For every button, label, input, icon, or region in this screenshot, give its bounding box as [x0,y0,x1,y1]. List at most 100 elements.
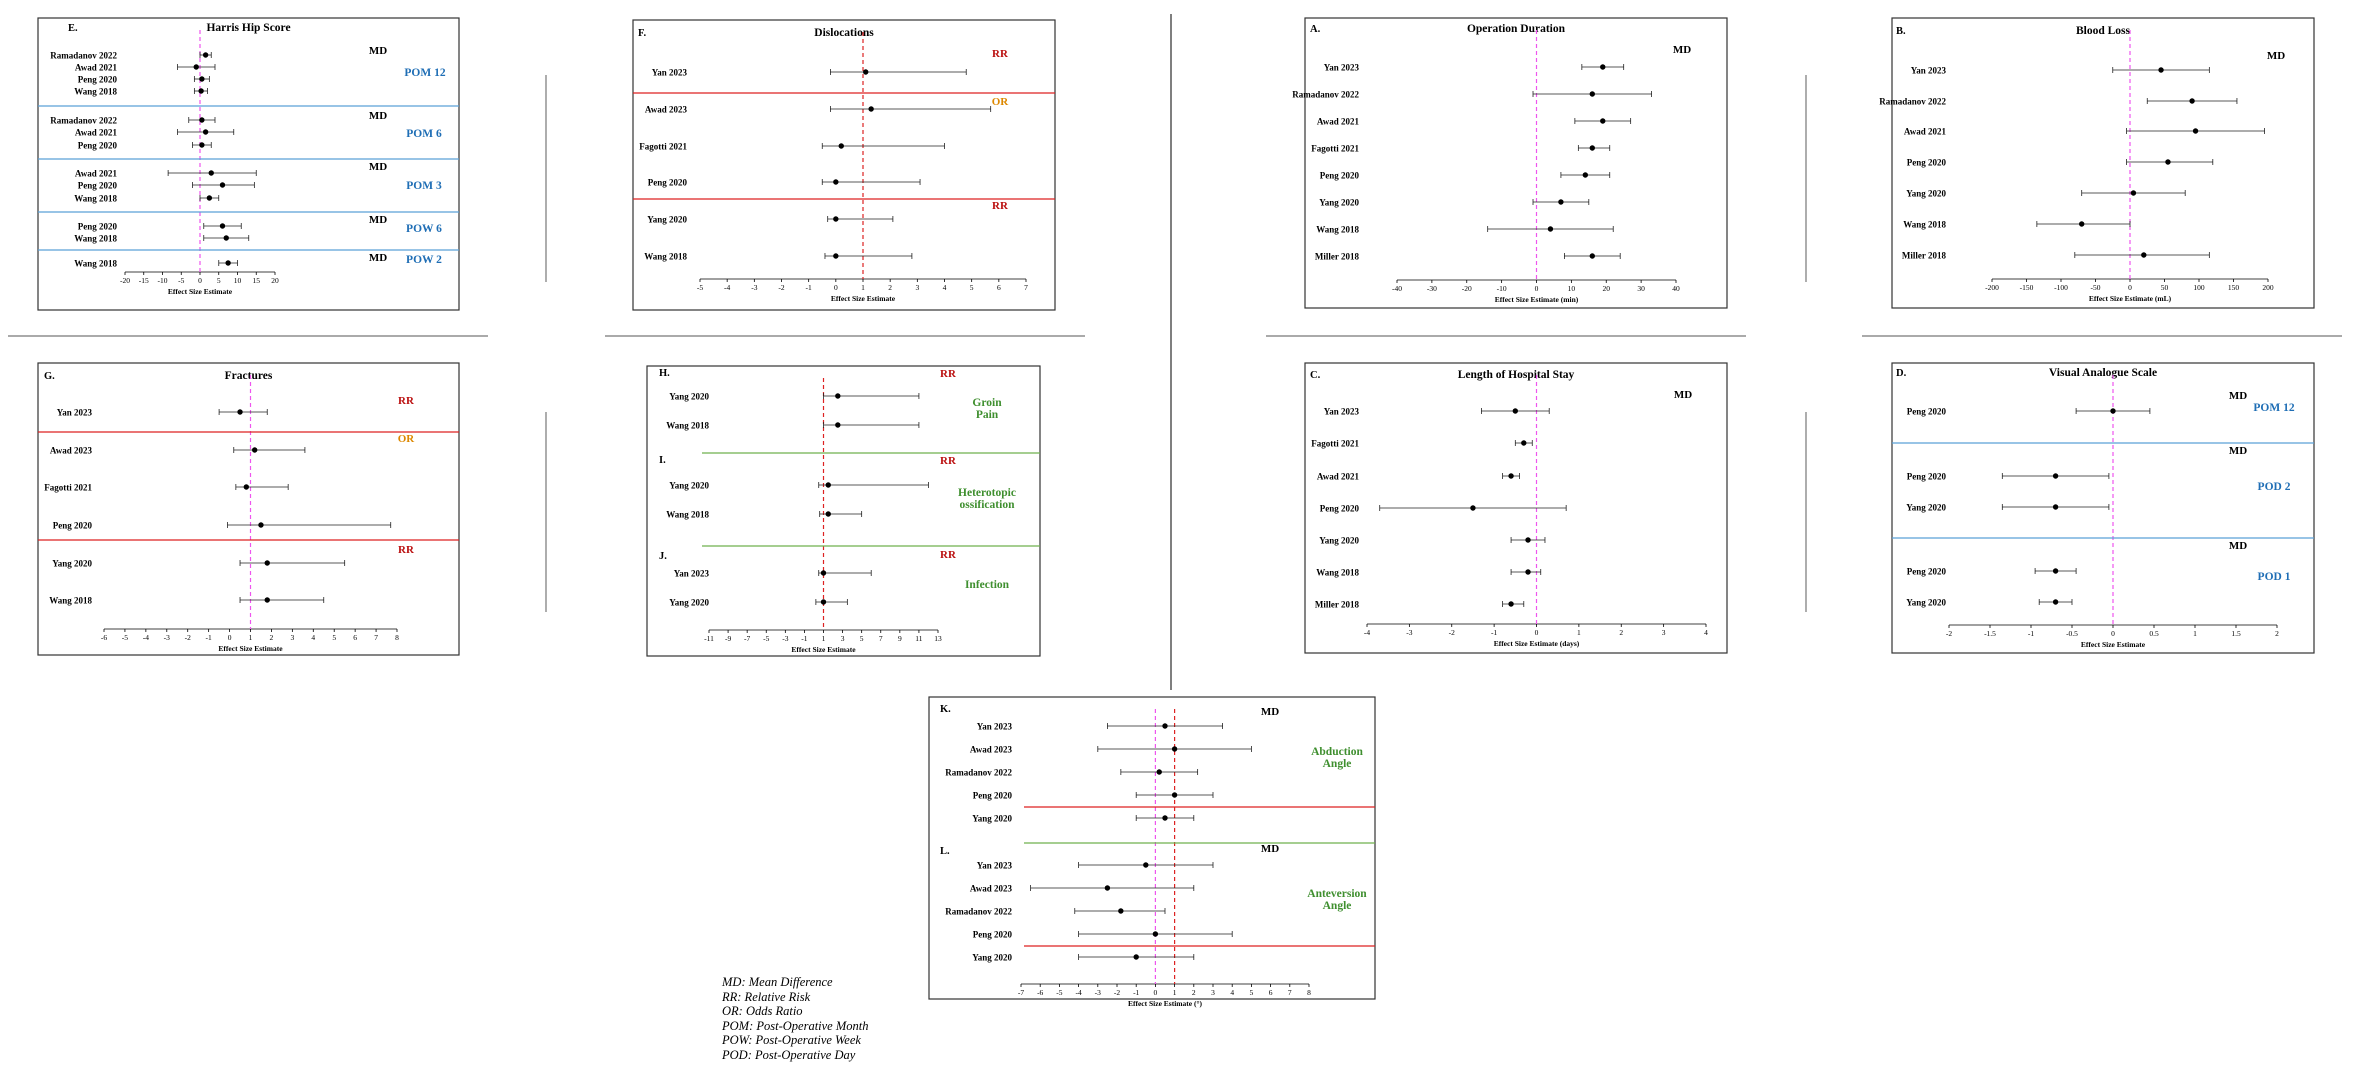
x-tick-label: -15 [139,276,149,285]
study-label: Yang 2020 [1319,536,1359,546]
study-label: Yan 2023 [1911,66,1947,76]
x-tick-label: 0 [1154,988,1158,997]
x-tick-label: -1 [1133,988,1139,997]
study-label: Yan 2023 [977,722,1013,732]
x-tick-label: -0.5 [2066,629,2078,638]
study-label: Yang 2020 [1906,598,1946,608]
measure-label: MD [2267,50,2285,62]
x-tick-label: 1 [822,634,826,643]
study-label: Miller 2018 [1315,600,1360,610]
x-tick-label: 3 [841,634,845,643]
x-tick-label: -3 [164,633,170,642]
x-tick-label: 3 [1662,628,1666,637]
chart-title: Length of Hospital Stay [1458,369,1575,381]
chart-title: Blood Loss [2076,25,2131,37]
x-tick-label: 10 [1568,284,1576,293]
x-tick-label: 6 [997,283,1001,292]
study-label: Awad 2021 [75,63,118,73]
measure-label: MD [2229,390,2247,402]
study-label: Wang 2018 [74,194,117,204]
x-tick-label: 5 [332,633,336,642]
x-tick-label: -1 [806,283,812,292]
point-estimate [1118,908,1124,914]
x-tick-label: 0.5 [2149,629,2159,638]
point-estimate [820,599,827,605]
x-tick-label: -20 [120,276,130,285]
measure-label: MD [1261,843,1279,855]
point-estimate [820,570,827,576]
point-estimate [2052,473,2059,479]
point-estimate [833,253,839,259]
x-tick-label: -11 [704,634,714,643]
study-label: Wang 2018 [1903,220,1946,230]
chart-title: Operation Duration [1467,23,1566,35]
point-estimate [868,106,874,112]
x-tick-label: -4 [724,283,730,292]
chart-title: Visual Analogue Scale [2049,367,2157,379]
panel-label: L. [940,846,950,857]
x-tick-label: 9 [898,634,902,643]
point-estimate [219,223,226,229]
x-tick-label: -4 [143,633,149,642]
study-label: Peng 2020 [78,75,118,85]
measure-label: RR [398,395,415,407]
point-estimate [1508,473,1514,479]
x-tick-label: -7 [1018,988,1024,997]
x-tick-label: 6 [353,633,357,642]
legend-line: RR: Relative Risk [722,989,811,1004]
chart-title: Fractures [225,370,273,382]
point-estimate [1589,91,1596,97]
study-label: Peng 2020 [78,222,118,232]
study-label: Fagotti 2021 [44,483,92,493]
x-axis-title: Effect Size Estimate [168,287,233,296]
point-estimate [1547,226,1554,232]
point-estimate [825,482,831,488]
study-label: Wang 2018 [74,234,117,244]
x-tick-label: -4 [1364,628,1370,637]
x-tick-label: -3 [751,283,757,292]
x-tick-label: 5 [1250,988,1254,997]
point-estimate [1508,601,1514,607]
measure-label: RR [992,48,1009,60]
study-label: Yang 2020 [972,953,1012,963]
x-tick-label: -2 [185,633,191,642]
study-label: Yang 2020 [972,814,1012,824]
point-estimate [1162,723,1168,729]
study-label: Wang 2018 [666,421,709,431]
measure-label: RR [992,200,1009,212]
point-estimate [1525,537,1531,543]
point-estimate [1133,954,1139,960]
point-estimate [1143,862,1149,868]
study-label: Fagotti 2021 [1311,144,1359,154]
point-estimate [202,52,209,58]
x-tick-label: 10 [234,276,242,285]
x-tick-label: -3 [782,634,788,643]
point-estimate [1104,885,1111,891]
x-tick-label: 1.5 [2231,629,2241,638]
group-label: POM 12 [2253,402,2294,414]
measure-label: MD [369,45,387,57]
point-estimate [1470,505,1476,511]
study-label: Awad 2023 [970,884,1013,894]
study-label: Yang 2020 [669,392,709,402]
point-estimate [1558,199,1564,205]
x-axis-title: Effect Size Estimate [791,645,856,654]
x-tick-label: -150 [2020,283,2034,292]
study-label: Peng 2020 [1907,567,1947,577]
x-tick-label: -1.5 [1984,629,1996,638]
panel-label: K. [940,704,951,715]
study-label: Peng 2020 [973,791,1013,801]
x-tick-label: -40 [1392,284,1402,293]
point-estimate [825,511,831,517]
x-tick-label: 11 [915,634,922,643]
panel-C: Length of Hospital Stay C. -4 -3 -2 -1 0 1 2 3 4 Ef… [1304,362,1728,654]
point-estimate [1525,569,1531,575]
point-estimate [2052,504,2059,510]
measure-label: RR [398,544,415,556]
legend-line: POW: Post-Operative Week [722,1033,861,1047]
x-tick-label: 2 [2275,629,2279,638]
group-label: Groin Pain [972,397,1002,421]
x-tick-label: -20 [1462,284,1472,293]
point-estimate [199,117,205,123]
